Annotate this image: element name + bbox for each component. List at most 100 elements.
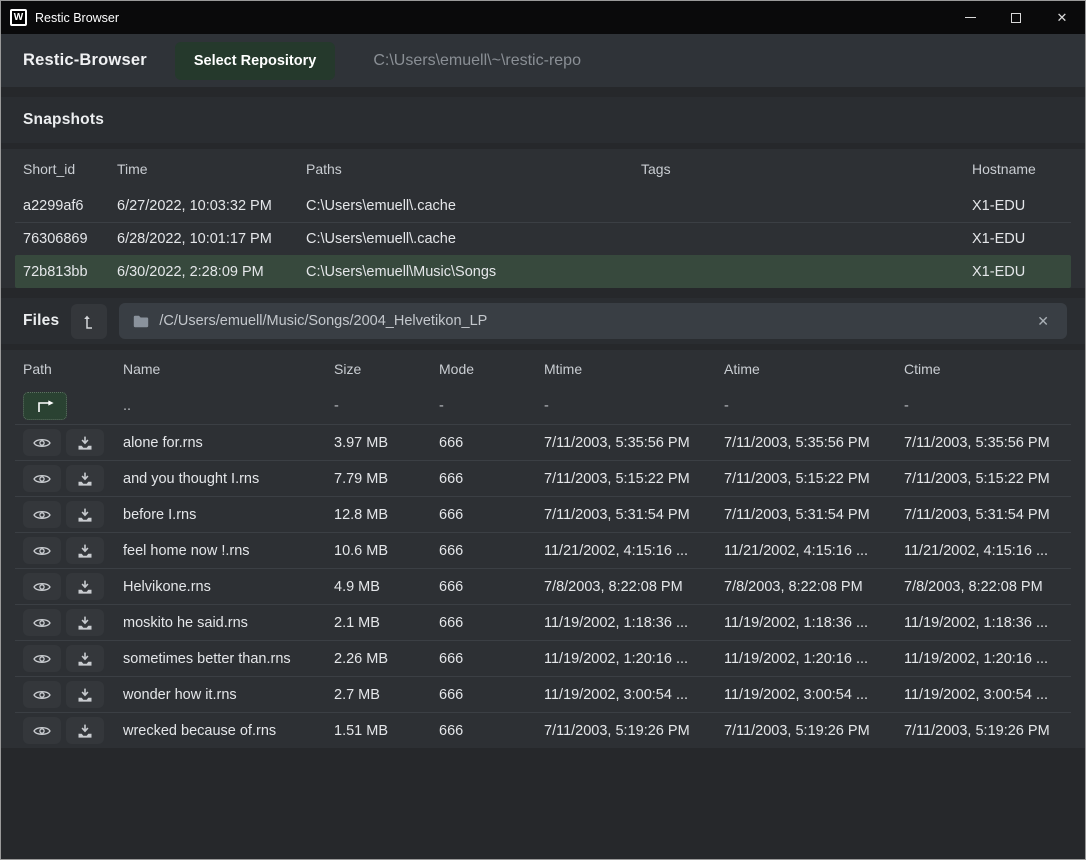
preview-file-button[interactable]	[23, 465, 61, 492]
preview-file-button[interactable]	[23, 429, 61, 456]
files-col-mtime: Mtime	[544, 361, 724, 377]
file-path-cell	[23, 537, 123, 564]
file-size: 7.79 MB	[334, 471, 439, 487]
file-mode: 666	[439, 687, 544, 703]
download-file-button[interactable]	[66, 573, 104, 600]
download-file-button[interactable]	[66, 465, 104, 492]
snapshots-col-time: Time	[117, 161, 306, 177]
file-mode: 666	[439, 435, 544, 451]
preview-file-button[interactable]	[23, 573, 61, 600]
snapshot-short_id: a2299af6	[23, 198, 117, 214]
file-row[interactable]: alone for.rns3.97 MB6667/11/2003, 5:35:5…	[15, 424, 1071, 460]
download-file-button[interactable]	[66, 717, 104, 744]
snapshots-col-short_id: Short_id	[23, 161, 117, 177]
preview-file-button[interactable]	[23, 609, 61, 636]
window-title: Restic Browser	[35, 11, 947, 25]
preview-file-button[interactable]	[23, 537, 61, 564]
minimize-icon	[965, 17, 976, 18]
file-mtime: -	[544, 398, 724, 414]
file-size: 4.9 MB	[334, 579, 439, 595]
file-row[interactable]: sometimes better than.rns2.26 MB66611/19…	[15, 640, 1071, 676]
eye-icon	[33, 724, 51, 738]
file-size: 10.6 MB	[334, 543, 439, 559]
download-file-button[interactable]	[66, 681, 104, 708]
file-path-cell	[23, 429, 123, 456]
file-atime: 11/19/2002, 3:00:54 ...	[724, 687, 904, 703]
file-row[interactable]: wrecked because of.rns1.51 MB6667/11/200…	[15, 712, 1071, 748]
minimize-button[interactable]	[947, 1, 993, 34]
select-repository-button[interactable]: Select Repository	[175, 42, 336, 80]
file-mode: 666	[439, 723, 544, 739]
preview-file-button[interactable]	[23, 501, 61, 528]
clear-path-icon: ✕	[1037, 313, 1049, 329]
current-path: /C/Users/emuell/Music/Songs/2004_Helveti…	[159, 313, 1023, 329]
preview-file-button[interactable]	[23, 645, 61, 672]
file-mtime: 7/11/2003, 5:31:54 PM	[544, 507, 724, 523]
snapshot-time: 6/28/2022, 10:01:17 PM	[117, 231, 306, 247]
download-file-button[interactable]	[66, 501, 104, 528]
download-file-button[interactable]	[66, 645, 104, 672]
file-mode: 666	[439, 579, 544, 595]
file-name: sometimes better than.rns	[123, 651, 334, 667]
snapshot-row[interactable]: 763068696/28/2022, 10:01:17 PMC:\Users\e…	[15, 222, 1071, 255]
file-ctime: 7/11/2003, 5:31:54 PM	[904, 507, 1063, 523]
file-size: -	[334, 398, 439, 414]
file-ctime: 11/19/2002, 1:20:16 ...	[904, 651, 1063, 667]
file-row[interactable]: and you thought I.rns7.79 MB6667/11/2003…	[15, 460, 1071, 496]
files-col-path: Path	[23, 361, 123, 377]
eye-icon	[33, 688, 51, 702]
file-atime: 7/11/2003, 5:35:56 PM	[724, 435, 904, 451]
parent-directory-row[interactable]: ..-----	[15, 388, 1071, 424]
preview-file-button[interactable]	[23, 717, 61, 744]
file-mtime: 7/8/2003, 8:22:08 PM	[544, 579, 724, 595]
file-atime: 7/11/2003, 5:19:26 PM	[724, 723, 904, 739]
maximize-button[interactable]	[993, 1, 1039, 34]
download-icon	[77, 615, 93, 631]
file-ctime: 7/11/2003, 5:15:22 PM	[904, 471, 1063, 487]
close-button[interactable]: ✕	[1039, 1, 1085, 34]
preview-file-button[interactable]	[23, 681, 61, 708]
file-ctime: 11/19/2002, 1:18:36 ...	[904, 615, 1063, 631]
file-row[interactable]: wonder how it.rns2.7 MB66611/19/2002, 3:…	[15, 676, 1071, 712]
snapshots-table-body: a2299af66/27/2022, 10:03:32 PMC:\Users\e…	[15, 189, 1071, 288]
file-mode: -	[439, 398, 544, 414]
eye-icon	[33, 580, 51, 594]
close-icon: ✕	[1057, 10, 1068, 26]
download-file-button[interactable]	[66, 609, 104, 636]
snapshot-hostname: X1-EDU	[972, 231, 1063, 247]
snapshot-row[interactable]: 72b813bb6/30/2022, 2:28:09 PMC:\Users\em…	[15, 255, 1071, 288]
file-row[interactable]: feel home now !.rns10.6 MB66611/21/2002,…	[15, 532, 1071, 568]
app-name: Restic-Browser	[23, 51, 147, 70]
up-directory-button[interactable]	[23, 392, 67, 420]
files-section-header: Files /C/Users/emuell/Music/Songs/2004_H…	[1, 298, 1085, 344]
file-row[interactable]: before I.rns12.8 MB6667/11/2003, 5:31:54…	[15, 496, 1071, 532]
current-path-bar[interactable]: /C/Users/emuell/Music/Songs/2004_Helveti…	[119, 303, 1067, 339]
tree-view-toggle-button[interactable]	[71, 304, 107, 339]
file-path-cell	[23, 573, 123, 600]
clear-path-button[interactable]: ✕	[1033, 311, 1053, 332]
file-ctime: 7/8/2003, 8:22:08 PM	[904, 579, 1063, 595]
snapshot-row[interactable]: a2299af66/27/2022, 10:03:32 PMC:\Users\e…	[15, 189, 1071, 222]
file-atime: 11/19/2002, 1:20:16 ...	[724, 651, 904, 667]
download-icon	[77, 507, 93, 523]
download-file-button[interactable]	[66, 537, 104, 564]
download-icon	[77, 579, 93, 595]
file-atime: 7/8/2003, 8:22:08 PM	[724, 579, 904, 595]
download-file-button[interactable]	[66, 429, 104, 456]
file-mode: 666	[439, 507, 544, 523]
file-row[interactable]: Helvikone.rns4.9 MB6667/8/2003, 8:22:08 …	[15, 568, 1071, 604]
snapshots-col-paths: Paths	[306, 161, 641, 177]
download-icon	[77, 435, 93, 451]
files-table: PathNameSizeModeMtimeAtimeCtime ..----- …	[1, 350, 1085, 748]
file-name: alone for.rns	[123, 435, 334, 451]
file-mtime: 11/19/2002, 1:20:16 ...	[544, 651, 724, 667]
file-atime: -	[724, 398, 904, 414]
file-atime: 7/11/2003, 5:15:22 PM	[724, 471, 904, 487]
file-row[interactable]: moskito he said.rns2.1 MB66611/19/2002, …	[15, 604, 1071, 640]
file-size: 2.1 MB	[334, 615, 439, 631]
download-icon	[77, 687, 93, 703]
tree-view-icon	[82, 313, 96, 330]
file-ctime: 7/11/2003, 5:35:56 PM	[904, 435, 1063, 451]
snapshot-short_id: 76306869	[23, 231, 117, 247]
eye-icon	[33, 652, 51, 666]
